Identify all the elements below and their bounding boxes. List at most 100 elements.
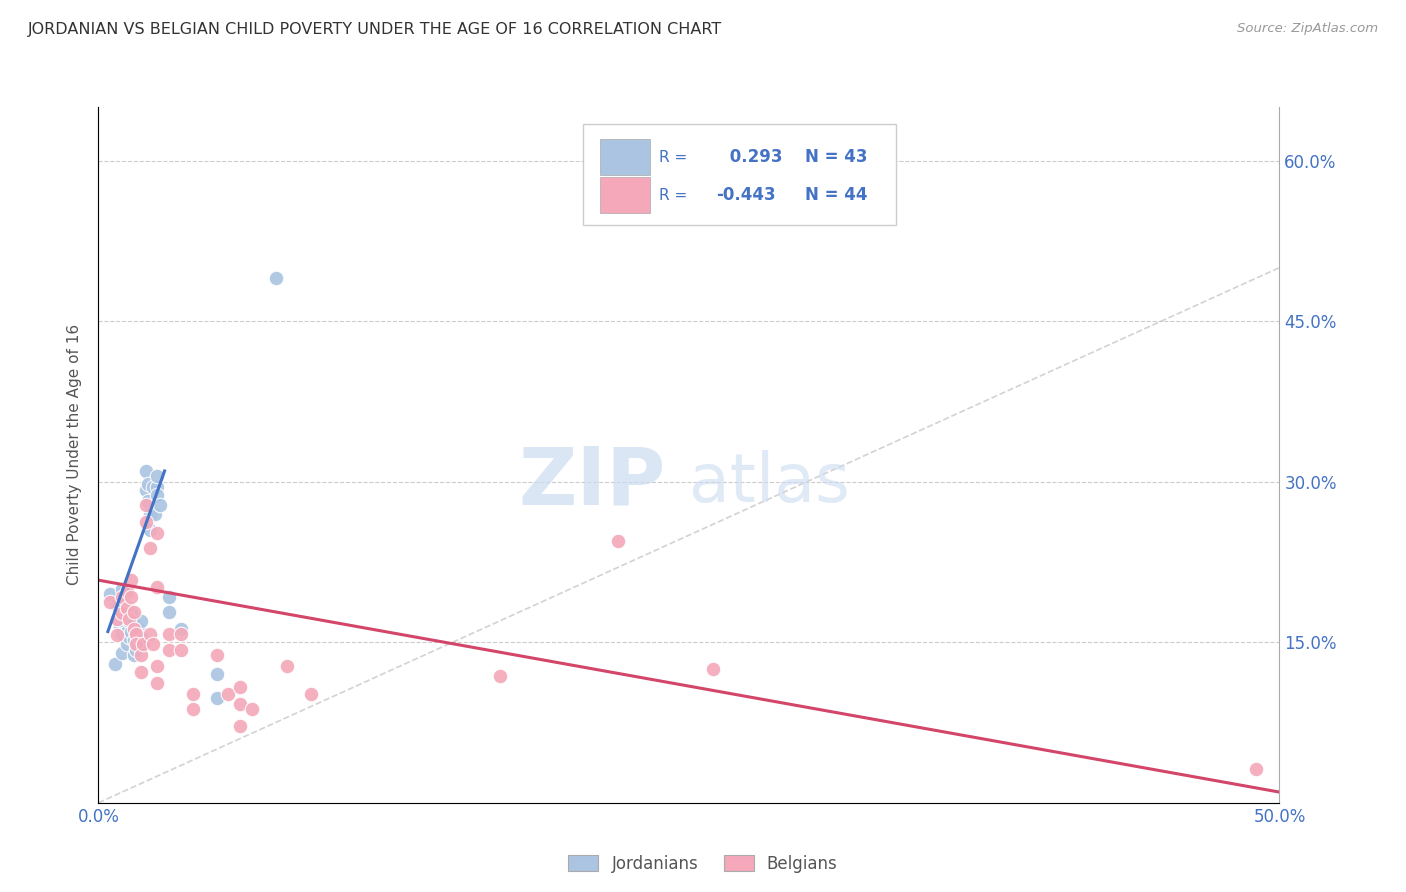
Point — [149, 498, 172, 512]
Point — [132, 637, 155, 651]
Point — [125, 642, 148, 657]
Point — [157, 605, 180, 619]
Point — [122, 615, 145, 630]
Point — [122, 633, 145, 648]
Point — [129, 614, 152, 628]
Text: R =: R = — [659, 150, 693, 165]
Point — [170, 626, 193, 640]
Point — [118, 614, 141, 628]
Point — [128, 623, 150, 637]
Text: -0.443: -0.443 — [716, 186, 776, 204]
Point — [121, 573, 143, 587]
Point — [146, 480, 169, 494]
Legend: Jordanians, Belgians: Jordanians, Belgians — [562, 848, 844, 880]
Point — [205, 648, 228, 662]
Point — [121, 591, 143, 605]
Point — [121, 605, 143, 619]
Point — [115, 624, 138, 639]
Point — [229, 698, 252, 712]
Point — [135, 483, 157, 498]
Point — [489, 669, 512, 683]
Text: R =: R = — [659, 188, 688, 202]
Point — [129, 665, 152, 680]
Point — [122, 605, 145, 619]
Point — [264, 271, 287, 285]
Point — [146, 658, 169, 673]
FancyBboxPatch shape — [600, 178, 650, 213]
Text: atlas: atlas — [689, 450, 849, 516]
Point — [146, 526, 169, 541]
Point — [105, 598, 128, 612]
Point — [118, 630, 141, 644]
FancyBboxPatch shape — [600, 139, 650, 175]
Point — [111, 591, 134, 605]
Point — [157, 626, 180, 640]
Point — [105, 612, 128, 626]
Point — [157, 591, 180, 605]
Point — [146, 676, 169, 690]
Point — [115, 637, 138, 651]
Point — [146, 487, 169, 501]
Point — [105, 628, 128, 642]
Point — [111, 607, 134, 621]
Point — [129, 648, 152, 662]
Point — [143, 507, 166, 521]
Point — [122, 648, 145, 662]
Point — [136, 494, 159, 508]
Point — [229, 719, 252, 733]
Point — [181, 701, 204, 715]
Point — [139, 541, 162, 555]
Point — [229, 680, 252, 694]
Point — [98, 594, 121, 608]
Point — [111, 646, 134, 660]
Point — [702, 662, 724, 676]
Point — [146, 580, 169, 594]
Point — [299, 687, 322, 701]
Point — [136, 476, 159, 491]
Point — [118, 612, 141, 626]
Text: N = 43: N = 43 — [804, 148, 868, 166]
Point — [205, 667, 228, 681]
Point — [217, 687, 239, 701]
Point — [170, 623, 193, 637]
Point — [111, 582, 134, 596]
Point — [108, 619, 131, 633]
Point — [135, 498, 157, 512]
Point — [115, 583, 138, 598]
Point — [240, 701, 263, 715]
Point — [170, 642, 193, 657]
Point — [125, 626, 148, 640]
Point — [276, 658, 298, 673]
Point — [607, 533, 630, 548]
Point — [139, 523, 162, 537]
FancyBboxPatch shape — [582, 124, 896, 226]
Point — [135, 516, 157, 530]
Point — [125, 626, 148, 640]
Point — [111, 608, 134, 623]
Point — [112, 614, 135, 628]
Text: JORDANIAN VS BELGIAN CHILD POVERTY UNDER THE AGE OF 16 CORRELATION CHART: JORDANIAN VS BELGIAN CHILD POVERTY UNDER… — [28, 22, 723, 37]
Y-axis label: Child Poverty Under the Age of 16: Child Poverty Under the Age of 16 — [67, 325, 83, 585]
Point — [111, 626, 134, 640]
Point — [104, 657, 127, 671]
Point — [139, 507, 162, 521]
Point — [146, 469, 169, 483]
Point — [122, 623, 145, 637]
Point — [1244, 762, 1267, 776]
Point — [98, 587, 121, 601]
Point — [142, 480, 165, 494]
Point — [125, 637, 148, 651]
Point — [135, 464, 157, 478]
Point — [181, 687, 204, 701]
Point — [129, 630, 152, 644]
Text: Source: ZipAtlas.com: Source: ZipAtlas.com — [1237, 22, 1378, 36]
Text: ZIP: ZIP — [517, 443, 665, 522]
Point — [205, 690, 228, 705]
Point — [157, 642, 180, 657]
Point — [142, 637, 165, 651]
Point — [139, 626, 162, 640]
Point — [121, 624, 143, 639]
Point — [112, 598, 135, 612]
Point — [115, 601, 138, 615]
Point — [132, 637, 155, 651]
